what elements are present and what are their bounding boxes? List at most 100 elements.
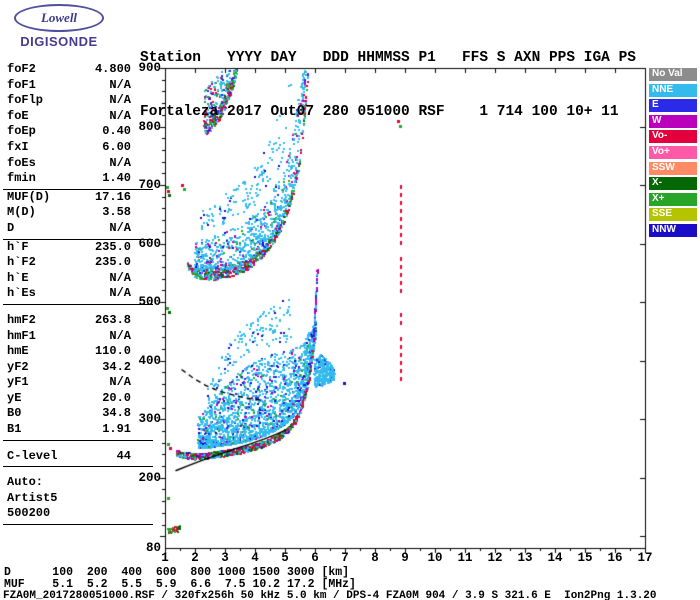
parameter-row: yF2 34.2: [7, 360, 131, 376]
parameter-row: h`Es N/A: [7, 286, 131, 302]
parameter-label: D: [7, 220, 15, 235]
parameter-panel: foF2 4.800 foF1 N/A foFlp N/A foE N/A foEp 0.40 fx…: [3, 62, 153, 526]
y-axis-tick-label: 500: [138, 295, 161, 310]
logo-lowell-text: Lowell: [40, 10, 78, 25]
legend-item-x-: X-: [649, 177, 697, 191]
distance-row: D 100 200 400 600 800 1000 1500 3000 [km…: [4, 566, 350, 579]
parameter-value: 34.8: [102, 406, 131, 421]
parameter-value: 235.0: [94, 255, 131, 270]
parameter-row: Artist5: [7, 491, 131, 507]
parameter-label: yF2: [7, 359, 29, 374]
parameter-value: 1.91: [102, 422, 131, 437]
parameter-value: N/A: [109, 286, 131, 301]
x-axis-tick-label: 9: [401, 551, 409, 565]
parameter-group: foF2 4.800 foF1 N/A foFlp N/A foE N/A foEp 0.40 fx…: [3, 62, 153, 190]
doppler-direction-legend: No Val NNE E W Vo- Vo+ SSW X- X+ SSE NNW: [649, 68, 697, 240]
parameter-label: foF2: [7, 62, 36, 76]
parameter-label: foEp: [7, 124, 36, 139]
parameter-label: h`F2: [7, 255, 36, 270]
legend-item-sse: SSE: [649, 208, 697, 222]
parameter-label: M(D): [7, 205, 36, 220]
parameter-row: h`E N/A: [7, 271, 131, 287]
parameter-row: hmE 110.0: [7, 344, 131, 360]
footer-status-line: FZA0M_2017280051000.RSF / 320fx256h 50 k…: [3, 590, 657, 600]
x-axis-tick-label: 14: [547, 551, 563, 565]
parameter-value: 44: [116, 448, 131, 463]
parameter-label: hmF1: [7, 328, 36, 343]
parameter-value: 263.8: [94, 312, 131, 327]
parameter-label: hmF2: [7, 312, 36, 327]
parameter-row: hmF1 N/A: [7, 329, 131, 345]
legend-item-no-val: No Val: [649, 68, 697, 81]
parameter-value: N/A: [109, 155, 131, 170]
station-header: Station YYYY DAY DDD HHMMSS P1 FFS S AXN…: [140, 13, 636, 157]
x-axis-tick-label: 1: [161, 551, 169, 565]
parameter-row: C-level 44: [7, 449, 131, 465]
parameter-row: foEs N/A: [7, 156, 131, 172]
parameter-row: h`F2 235.0: [7, 255, 131, 271]
legend-item-nne: NNE: [649, 83, 697, 97]
x-axis-tick-label: 11: [457, 551, 473, 565]
x-axis-tick-label: 16: [607, 551, 623, 565]
parameter-value: 1.40: [102, 171, 131, 186]
station-header-line2: Fortaleza 2017 Out07 280 051000 RSF 1 71…: [140, 104, 619, 120]
x-axis-tick-label: 8: [371, 551, 379, 565]
legend-item-ssw: SSW: [649, 161, 697, 175]
x-axis-tick-label: 13: [517, 551, 533, 565]
x-axis-tick-label: 7: [341, 551, 349, 565]
parameter-label: foFlp: [7, 93, 44, 108]
legend-item-vo+: Vo+: [649, 145, 697, 159]
parameter-group: Auto: Artist5 500200: [3, 475, 153, 526]
legend-item-nnw: NNW: [649, 223, 697, 237]
parameter-value: N/A: [109, 93, 131, 108]
parameter-value: N/A: [109, 375, 131, 390]
parameter-row: yE 20.0: [7, 391, 131, 407]
x-axis-tick-label: 17: [637, 551, 653, 565]
parameter-value: 6.00: [102, 139, 131, 154]
parameter-label: B0: [7, 406, 22, 421]
parameter-row: fxI 6.00: [7, 140, 131, 156]
parameter-label: h`F: [7, 239, 29, 254]
parameter-label: Auto:: [7, 475, 44, 490]
x-axis-tick-label: 10: [427, 551, 443, 565]
parameter-row: B0 34.8: [7, 406, 131, 422]
legend-item-w: W: [649, 114, 697, 128]
y-axis-tick-label: 900: [138, 61, 161, 75]
parameter-row: 500200: [7, 506, 131, 522]
legend-item-e: E: [649, 99, 697, 113]
parameter-row: foE N/A: [7, 109, 131, 125]
x-axis-tick-label: 4: [251, 551, 259, 565]
parameter-value: 235.0: [94, 239, 131, 254]
parameter-label: Artist5: [7, 490, 58, 505]
parameter-row: foF1 N/A: [7, 78, 131, 94]
y-axis-tick-label: 200: [138, 470, 161, 485]
y-axis-tick-label: 400: [138, 353, 161, 368]
parameter-label: 500200: [7, 506, 51, 521]
x-axis-tick-label: 15: [577, 551, 593, 565]
parameter-value: 20.0: [102, 390, 131, 405]
x-axis-tick-label: 2: [191, 551, 199, 565]
parameter-value: 110.0: [94, 344, 131, 359]
parameter-label: yE: [7, 390, 22, 405]
parameter-group: hmF2 263.8 hmF1 N/A hmE 110.0 yF2 34.2 yF1 N/A yE 2…: [3, 313, 153, 441]
parameter-label: h`E: [7, 270, 29, 285]
parameter-row: yF1 N/A: [7, 375, 131, 391]
parameter-label: foE: [7, 108, 29, 123]
parameter-label: foF1: [7, 77, 36, 92]
digisonde-logo: Lowell DIGISONDE: [8, 4, 110, 49]
y-axis-tick-label: 600: [138, 236, 161, 251]
parameter-value: 17.16: [94, 189, 131, 204]
y-axis-tick-label: 80: [145, 541, 161, 555]
parameter-value: 3.58: [102, 205, 131, 220]
parameter-label: h`Es: [7, 286, 36, 301]
parameter-group: MUF(D) 17.16 M(D) 3.58 D N/A: [3, 190, 153, 240]
parameter-label: B1: [7, 422, 22, 437]
x-axis-tick-label: 12: [487, 551, 503, 565]
parameter-label: MUF(D): [7, 189, 51, 204]
y-axis-tick-label: 300: [138, 412, 161, 427]
muf-row: MUF 5.1 5.2 5.5 5.9 6.6 7.5 10.2 17.2 [M…: [4, 578, 356, 591]
y-axis-tick-label: 800: [138, 119, 161, 134]
parameter-label: foEs: [7, 155, 36, 170]
parameter-row: h`F 235.0: [7, 240, 131, 256]
parameter-value: 34.2: [102, 359, 131, 374]
